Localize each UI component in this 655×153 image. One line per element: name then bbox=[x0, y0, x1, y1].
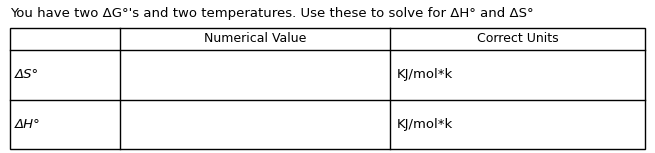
Text: Correct Units: Correct Units bbox=[477, 32, 558, 45]
Bar bbox=[10, 28, 645, 149]
Text: KJ/mol*k: KJ/mol*k bbox=[396, 118, 453, 131]
Text: Numerical Value: Numerical Value bbox=[204, 32, 306, 45]
Text: KJ/mol*k: KJ/mol*k bbox=[396, 68, 453, 81]
Text: You have two ΔG°'s and two temperatures. Use these to solve for ΔH° and ΔS°: You have two ΔG°'s and two temperatures.… bbox=[10, 7, 534, 20]
Text: ΔH°: ΔH° bbox=[15, 118, 41, 131]
Text: ΔS°: ΔS° bbox=[15, 68, 39, 81]
